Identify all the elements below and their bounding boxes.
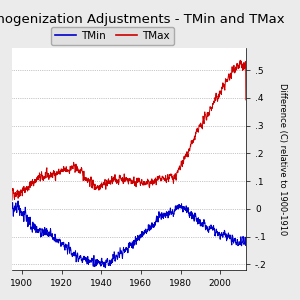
TMax [213,99,217,103]
TMax [238,58,242,62]
Y-axis label: Difference (C) relative to 1900-1910: Difference (C) relative to 1900-1910 [278,83,287,235]
TMin [213,233,217,237]
TMax [174,178,178,182]
Line: TMin: TMin [12,201,246,268]
Line: TMax: TMax [12,60,246,200]
TMax [42,175,46,178]
TMax [10,198,14,202]
TMax [161,176,164,179]
TMin [16,199,20,203]
TMin [10,207,14,210]
TMax [244,98,247,102]
TMin [42,233,46,237]
TMin [161,213,165,216]
TMin [175,207,178,210]
TMax [46,175,50,178]
Title: Homogenization Adjustments - TMin and TMax: Homogenization Adjustments - TMin and TM… [0,13,284,26]
TMax [227,77,231,81]
TMin [103,266,107,270]
TMin [46,233,50,237]
TMin [228,233,231,237]
Legend: TMin, TMax: TMin, TMax [51,27,174,45]
TMin [244,236,247,240]
